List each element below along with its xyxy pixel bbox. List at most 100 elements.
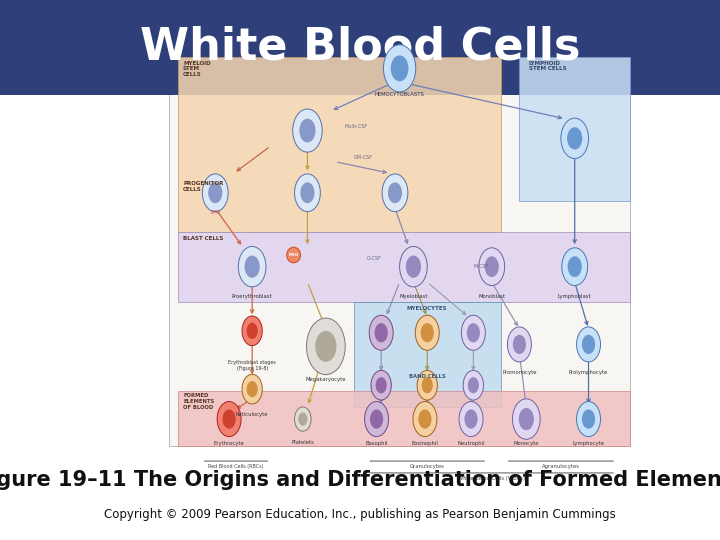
Text: FORMED
ELEMENTS
OF BLOOD: FORMED ELEMENTS OF BLOOD — [183, 393, 215, 410]
Ellipse shape — [567, 256, 582, 277]
Text: Copyright © 2009 Pearson Education, Inc., publishing as Pearson Benjamin Cumming: Copyright © 2009 Pearson Education, Inc.… — [104, 508, 616, 521]
Ellipse shape — [242, 316, 262, 346]
Ellipse shape — [464, 409, 477, 429]
Ellipse shape — [479, 248, 505, 286]
Text: White Blood Cells (WBCs): White Blood Cells (WBCs) — [458, 476, 526, 481]
Text: Multi-CSF: Multi-CSF — [344, 124, 367, 129]
Text: Granulocytes: Granulocytes — [410, 464, 445, 469]
Text: White Blood Cells: White Blood Cells — [140, 26, 580, 69]
Text: Lymphocyte: Lymphocyte — [572, 441, 605, 446]
Text: Figure 19–11 The Origins and Differentiation of Formed Elements: Figure 19–11 The Origins and Differentia… — [0, 470, 720, 490]
Text: Erythrocyte: Erythrocyte — [214, 441, 245, 446]
Ellipse shape — [370, 409, 383, 429]
Ellipse shape — [518, 408, 534, 430]
Ellipse shape — [364, 402, 389, 436]
Text: EPO: EPO — [210, 210, 220, 215]
Ellipse shape — [485, 256, 499, 277]
Ellipse shape — [208, 183, 222, 203]
Text: Prolymphocyte: Prolymphocyte — [569, 370, 608, 375]
Ellipse shape — [384, 45, 415, 92]
Ellipse shape — [298, 413, 307, 426]
Ellipse shape — [406, 255, 421, 278]
Ellipse shape — [467, 323, 480, 342]
Text: G-CSF: G-CSF — [366, 256, 381, 261]
Bar — [179, 57, 501, 232]
Ellipse shape — [294, 174, 320, 212]
Ellipse shape — [418, 409, 431, 429]
Text: HEMOCYTOBLASTS: HEMOCYTOBLASTS — [374, 92, 425, 97]
Bar — [179, 232, 630, 302]
Text: M-CSF: M-CSF — [473, 264, 489, 269]
Ellipse shape — [382, 174, 408, 212]
Ellipse shape — [468, 377, 479, 394]
Ellipse shape — [415, 315, 439, 350]
Ellipse shape — [582, 409, 595, 429]
Ellipse shape — [374, 323, 388, 342]
Text: Myeloblast: Myeloblast — [399, 294, 428, 299]
Ellipse shape — [202, 174, 228, 212]
Ellipse shape — [577, 327, 600, 362]
Text: Erythroblast stages
(Figure 19-8): Erythroblast stages (Figure 19-8) — [228, 360, 276, 371]
Ellipse shape — [463, 370, 483, 400]
Ellipse shape — [513, 399, 540, 439]
Ellipse shape — [300, 183, 315, 203]
Text: MYELOID
STEM
CELLS: MYELOID STEM CELLS — [183, 60, 211, 77]
Ellipse shape — [420, 323, 434, 342]
Text: Monocyte: Monocyte — [513, 441, 539, 446]
Text: Neutrophil: Neutrophil — [457, 441, 485, 446]
Ellipse shape — [422, 377, 433, 394]
Ellipse shape — [562, 248, 588, 286]
Ellipse shape — [246, 322, 258, 339]
Text: Proerythroblast: Proerythroblast — [232, 294, 272, 299]
Ellipse shape — [246, 381, 258, 397]
Text: BAND CELLS: BAND CELLS — [409, 374, 446, 379]
Bar — [179, 391, 630, 446]
Text: Promonocyte: Promonocyte — [502, 370, 536, 375]
Ellipse shape — [238, 246, 266, 287]
Ellipse shape — [577, 402, 600, 436]
Ellipse shape — [222, 409, 235, 429]
Text: Red Blood Cells (RBCs): Red Blood Cells (RBCs) — [208, 464, 264, 469]
Text: Monoblast: Monoblast — [478, 294, 505, 299]
Ellipse shape — [369, 315, 393, 350]
Ellipse shape — [217, 402, 241, 436]
Ellipse shape — [307, 318, 345, 375]
Ellipse shape — [462, 315, 485, 350]
Ellipse shape — [567, 127, 582, 150]
Bar — [0, 0, 720, 94]
Ellipse shape — [400, 246, 427, 287]
Text: Eosinophil: Eosinophil — [412, 441, 438, 446]
Bar — [169, 57, 630, 446]
Ellipse shape — [459, 402, 483, 436]
Text: PRO: PRO — [289, 253, 299, 257]
Text: PROGENITOR
CELLS: PROGENITOR CELLS — [183, 181, 223, 192]
Ellipse shape — [561, 118, 588, 159]
Ellipse shape — [413, 402, 437, 436]
Text: GM-CSF: GM-CSF — [354, 156, 372, 160]
Ellipse shape — [376, 377, 387, 394]
Text: Agranulocytes: Agranulocytes — [542, 464, 580, 469]
Ellipse shape — [371, 370, 391, 400]
Ellipse shape — [315, 331, 336, 362]
Ellipse shape — [294, 407, 311, 431]
Ellipse shape — [508, 327, 531, 362]
Ellipse shape — [287, 247, 300, 263]
Text: Lymphoblast: Lymphoblast — [558, 294, 592, 299]
Ellipse shape — [513, 335, 526, 354]
Ellipse shape — [391, 56, 408, 82]
Text: Reticulocyte: Reticulocyte — [236, 413, 269, 417]
Ellipse shape — [417, 370, 437, 400]
Text: Basophil: Basophil — [365, 441, 388, 446]
Text: BLAST CELLS: BLAST CELLS — [183, 235, 223, 240]
Ellipse shape — [242, 374, 262, 404]
Ellipse shape — [388, 183, 402, 203]
Bar — [354, 302, 501, 407]
Ellipse shape — [245, 255, 260, 278]
Ellipse shape — [300, 119, 315, 143]
Text: MYELOCYTES: MYELOCYTES — [407, 306, 448, 310]
Bar — [519, 57, 630, 200]
Ellipse shape — [582, 335, 595, 354]
Ellipse shape — [293, 109, 322, 152]
Text: LYMPHOID
STEM CELLS: LYMPHOID STEM CELLS — [528, 60, 566, 71]
Text: Megakaryocyte: Megakaryocyte — [305, 377, 346, 382]
